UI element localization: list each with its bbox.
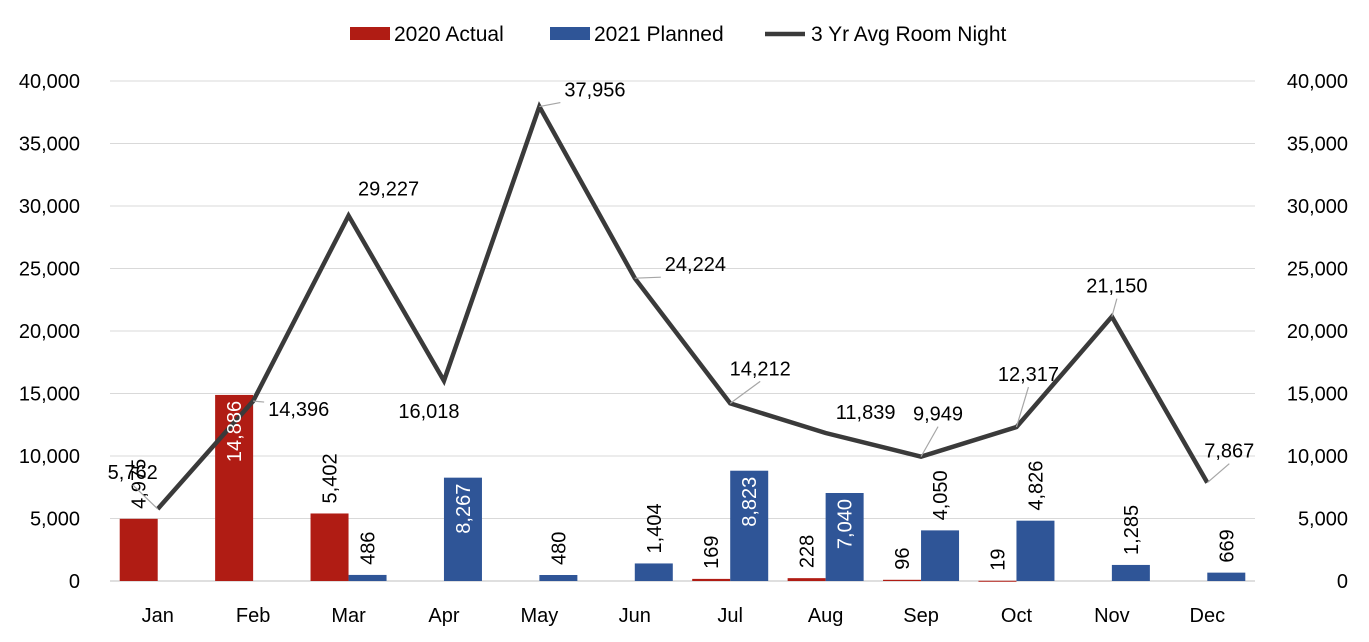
bar-planned-2021 [1111,564,1150,581]
y-tick-label-left: 10,000 [19,446,80,468]
line-series [156,101,1210,511]
y-tick-label-right: 20,000 [1287,321,1348,343]
bar-data-label: 486 [358,532,380,565]
bar-data-label: 19 [987,549,1009,571]
y-tick-label-right: 15,000 [1287,384,1348,406]
legend-label: 3 Yr Avg Room Night [811,23,1006,46]
y-tick-label-right: 10,000 [1287,446,1348,468]
bar-planned-2021 [443,477,482,581]
leader-line [1206,463,1230,484]
x-tick-label: Jun [619,605,651,627]
legend: 2020 Actual 2021 Planned 3 Yr Avg Room Nig… [350,23,1006,46]
bar-data-label: 96 [892,548,914,570]
line-data-label: 14,212 [730,358,791,380]
bar-data-label: 1,404 [644,503,666,553]
bar-actual-2020 [119,518,158,581]
x-tick-label: Sep [903,605,939,627]
bar-actual-2020 [692,578,731,581]
y-tick-label-left: 30,000 [19,196,80,218]
legend-label: 2021 Planned [594,23,724,46]
bar-planned-2021 [1207,572,1246,581]
y-tick-label-left: 40,000 [19,71,80,93]
x-tick-label: Jul [717,605,743,627]
y-tick-label-right: 30,000 [1287,196,1348,218]
leader-line [539,101,561,108]
line-data-label: 7,867 [1204,441,1254,463]
line-avg-room-night [156,101,1210,511]
bar-planned-2021 [825,493,864,581]
x-tick-label: Oct [1001,605,1033,627]
bar-data-label: 8,823 [739,477,761,527]
line-data-label: 9,949 [913,404,963,426]
y-tick-label-left: 0 [69,571,80,593]
x-tick-label: Apr [428,605,459,627]
x-tick-label: May [520,605,558,627]
y-tick-label-left: 15,000 [19,384,80,406]
leader-line [1015,386,1030,428]
line-data-label: 12,317 [998,364,1059,386]
bar-planned-2021 [921,530,960,581]
bar-data-label: 7,040 [835,499,857,549]
y-tick-label-right: 5,000 [1298,509,1348,531]
line-data-label: 24,224 [665,254,726,276]
bar-data-label: 4,826 [1025,461,1047,511]
y-axis-left: 0 5,000 10,000 15,000 20,000 25,000 30,000 35,0… [19,71,80,593]
y-tick-label-right: 25,000 [1287,259,1348,281]
x-tick-label: Nov [1094,605,1130,627]
leader-line [253,400,265,403]
line-data-label: 11,839 [836,402,896,424]
x-tick-label: Aug [808,605,844,627]
x-axis: Jan Feb Mar Apr May Jun Jul Aug Sep Oct Nov Dec [142,605,1225,627]
y-tick-label-right: 35,000 [1287,134,1348,156]
bar-planned-2021 [634,563,673,581]
bar-actual-2020 [787,578,826,581]
line-data-label: 37,956 [564,80,625,102]
line-data-label: 21,150 [1086,276,1147,298]
y-tick-label-left: 25,000 [19,259,80,281]
bar-data-label: 669 [1216,529,1238,562]
bar-data-label: 169 [701,536,723,569]
y-tick-label-left: 5,000 [30,509,80,531]
line-data-label: 29,227 [358,179,419,201]
bar-data-label: 1,285 [1121,505,1143,555]
y-tick-label-right: 0 [1337,571,1348,593]
x-tick-label: Dec [1190,605,1226,627]
bar-actual-2020 [978,580,1017,582]
bar-data-label: 480 [548,532,570,565]
y-tick-label-left: 35,000 [19,134,80,156]
legend-label: 2020 Actual [394,23,504,46]
line-data-label: 16,018 [398,401,459,423]
leader-line [1111,298,1118,317]
bar-data-label: 8,267 [453,484,475,534]
gridlines [110,80,1255,582]
x-tick-label: Jan [142,605,174,627]
leader-line [920,426,939,457]
line-data-label: 14,396 [268,399,329,421]
x-tick-label: Mar [331,605,366,627]
bar-series [119,394,1246,582]
bar-data-label: 228 [797,535,819,568]
leader-line [729,380,761,404]
y-tick-label-right: 40,000 [1287,71,1348,93]
bar-actual-2020 [883,579,922,581]
legend-swatch [550,27,590,40]
bar-data-label: 4,050 [930,470,952,520]
bar-planned-2021 [1016,520,1055,581]
bar-planned-2021 [539,575,578,581]
y-axis-right: 0 5,000 10,000 15,000 20,000 25,000 30,000 35,0… [1287,71,1348,593]
leader-line [634,276,661,279]
bar-actual-2020 [310,513,349,581]
legend-swatch [350,27,390,40]
leader-line [132,484,159,510]
bar-planned-2021 [348,574,387,581]
line-data-label: 5,762 [108,462,158,484]
y-tick-label-left: 20,000 [19,321,80,343]
bar-planned-2021 [730,470,769,581]
bar-data-label: 14,886 [224,401,246,462]
x-tick-label: Feb [236,605,270,627]
bar-data-label: 5,402 [320,453,342,503]
